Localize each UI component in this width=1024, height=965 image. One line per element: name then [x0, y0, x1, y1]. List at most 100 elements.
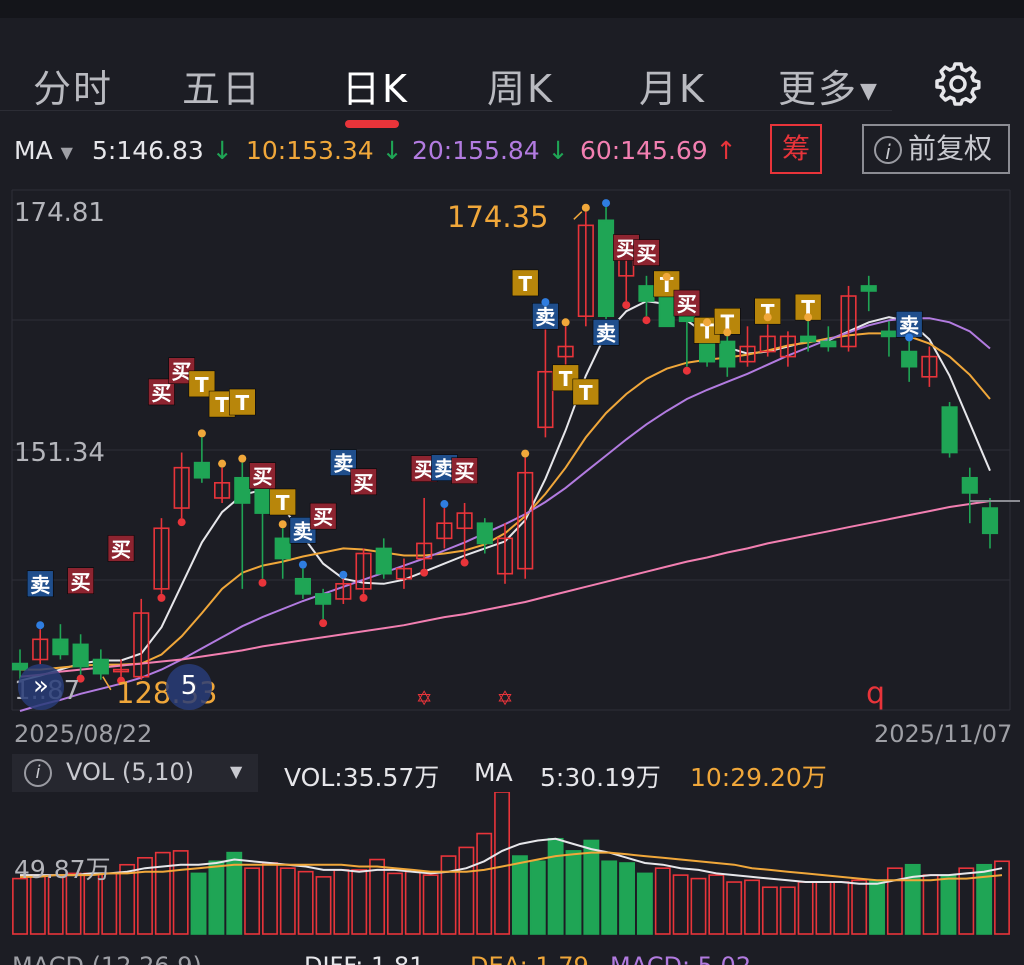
- volume-bar-down: [904, 863, 921, 935]
- volume-bar-up: [779, 886, 796, 935]
- price-adjust-button[interactable]: i 前复权: [862, 124, 1010, 174]
- signal-dot: [763, 313, 772, 322]
- t-signal-label: T: [215, 393, 229, 417]
- macd-indicator-row[interactable]: MACD (12,26,9) DIFF: 1.81 DEA: 1.79 MACD…: [12, 950, 1012, 965]
- chip-distribution-button[interactable]: 筹: [770, 124, 822, 174]
- volume-bar-up: [315, 876, 332, 935]
- volume-bar-up: [851, 879, 868, 935]
- candle-up: [496, 537, 514, 575]
- candle-down: [961, 476, 978, 494]
- t-signal-label: T: [801, 296, 815, 320]
- signal-dot: [157, 593, 166, 602]
- candle-up: [759, 335, 776, 353]
- candle-up: [32, 638, 49, 661]
- buy-signal-label: 买: [71, 570, 91, 594]
- t-signal-label: T: [579, 381, 593, 405]
- sell-signal-label: 卖: [434, 457, 454, 481]
- ma20-text: 20:155.84: [412, 136, 540, 165]
- signal-dot: [602, 199, 611, 208]
- candle-down: [193, 461, 210, 479]
- signal-dot: [218, 459, 227, 468]
- signal-dot: [561, 318, 570, 327]
- buy-signal-badge: [350, 468, 377, 496]
- volume-bar-up: [369, 858, 386, 935]
- volume-bar-up: [476, 832, 493, 935]
- candle-up: [335, 582, 352, 600]
- sell-signal-badge: [592, 319, 620, 346]
- volume-bar-up: [744, 879, 760, 935]
- buy-signal-label: 买: [313, 505, 333, 529]
- expand-button[interactable]: »: [18, 664, 64, 710]
- tab-daily-k[interactable]: 日K: [342, 67, 409, 111]
- volume-bar-up: [922, 874, 939, 935]
- candlestick-chart[interactable]: 卖买买买买TT T买T卖买卖买买卖买T卖TT卖买 买T买T T T T卖✡ ✡: [0, 180, 1024, 720]
- vol-indicator-label: VOL (5,10): [66, 758, 195, 786]
- price-label-mid: 151.34: [14, 438, 105, 468]
- volume-bar-down: [208, 860, 225, 935]
- candle-up: [537, 370, 554, 429]
- signal-dot: [703, 318, 712, 327]
- divider: [0, 110, 892, 111]
- vol-indicator-selector[interactable]: i VOL (5,10) ▼: [12, 754, 258, 792]
- info-icon: i: [874, 136, 902, 164]
- ma10-text: 10:153.34: [246, 136, 374, 165]
- t-signal-label: T: [518, 272, 532, 296]
- signal-dot: [36, 621, 45, 630]
- buy-signal-label: 买: [455, 460, 475, 484]
- volume-bar-up: [387, 872, 403, 935]
- ma10-value: 10:153.34 ↓: [246, 136, 403, 165]
- volume-bar-up: [137, 857, 153, 935]
- candle-down: [315, 593, 332, 605]
- volume-bar-up: [244, 867, 261, 935]
- volume-bar-down: [511, 855, 528, 935]
- ma5-value: 5:146.83 ↓: [92, 136, 233, 165]
- volume-bar-up: [761, 886, 778, 935]
- candle-down: [294, 577, 311, 595]
- macd-value: MACD: 5.02: [610, 952, 751, 965]
- candle-down: [11, 662, 29, 671]
- t-signal-label: T: [700, 319, 714, 343]
- volume-chart[interactable]: [0, 792, 1024, 938]
- tab-more[interactable]: 更多▼: [778, 58, 879, 113]
- macd-label: MACD (12,26,9): [12, 952, 202, 965]
- caret-down-icon: ▼: [60, 142, 73, 162]
- volume-bar-down: [940, 874, 957, 935]
- volume-bar-down: [226, 851, 243, 935]
- end-date: 2025/11/07: [874, 720, 1013, 748]
- tab-five-day[interactable]: 五日: [182, 67, 263, 111]
- tab-weekly-k[interactable]: 周K: [487, 67, 554, 111]
- candle-down: [820, 340, 837, 348]
- candle-up: [577, 224, 594, 318]
- t-signal-badge: [572, 378, 600, 406]
- volume-bar-up: [458, 846, 475, 935]
- event-marker-label: q: [866, 676, 886, 711]
- ma-label: MA: [14, 136, 53, 165]
- signal-dot: [581, 203, 590, 212]
- trough-leader: [102, 676, 112, 691]
- t-signal-label: T: [276, 491, 290, 515]
- peak-leader: [573, 211, 583, 220]
- candle-up: [395, 567, 413, 580]
- gear-icon[interactable]: [934, 60, 982, 108]
- period-switch-button[interactable]: 5: [166, 664, 212, 710]
- volume-bar-up: [333, 869, 350, 935]
- price-label-high: 174.81: [14, 198, 105, 228]
- signal-dot: [238, 454, 247, 463]
- event-star-icon: ✡: [416, 686, 433, 710]
- tab-monthly-k[interactable]: 月K: [639, 67, 706, 111]
- volume-bar-up: [279, 867, 296, 935]
- signal-dot: [905, 333, 914, 342]
- ma60-value: 60:145.69 ↑: [580, 136, 737, 165]
- tab-intraday[interactable]: 分时: [33, 67, 114, 111]
- volume-bar-up: [833, 881, 850, 935]
- candle-up: [921, 355, 938, 378]
- volume-bar-up: [726, 881, 743, 935]
- buy-signal-label: 买: [636, 242, 656, 266]
- signal-dot: [359, 593, 368, 602]
- vol-ma5-value: 5:30.19万: [540, 763, 661, 792]
- ma-selector[interactable]: MA ▼: [14, 136, 73, 165]
- peak-price-label: 174.35: [447, 200, 549, 234]
- macd-diff: DIFF: 1.81: [304, 952, 424, 965]
- volume-bar-down: [529, 860, 546, 935]
- candle-up: [557, 345, 574, 358]
